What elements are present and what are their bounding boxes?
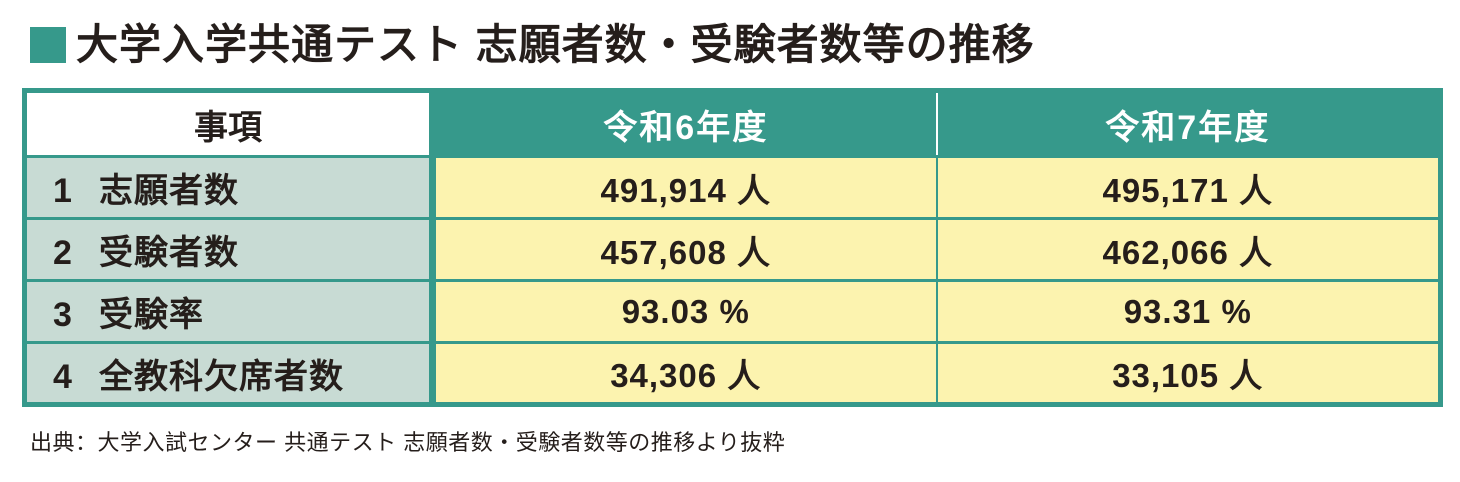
row-number: 3: [53, 296, 73, 334]
value-examinees-r7: 462,066 人: [935, 217, 1442, 282]
row-number: 1: [53, 172, 73, 210]
page-title: 大学入学共通テスト 志願者数・受験者数等の推移: [76, 21, 1035, 68]
value-examinees-r6: 457,608 人: [431, 217, 938, 282]
row-label-text: 受験者数: [99, 234, 239, 272]
table-row-exam-rate: 3 受験率 93.03 % 93.31 %: [23, 279, 1442, 344]
statistics-table: 事項 令和6年度 令和7年度 1 志願者数 491,914 人 495,171 人…: [22, 88, 1443, 407]
value-applicants-r6: 491,914 人: [431, 155, 938, 220]
source-citation: 出典：大学入試センター 共通テスト 志願者数・受験者数等の推移より抜粋: [30, 430, 786, 455]
row-label-applicants: 1 志願者数: [23, 155, 436, 220]
row-label-text: 受験率: [99, 296, 204, 334]
table-header-row: 事項 令和6年度 令和7年度: [23, 89, 1442, 158]
row-label-text: 志願者数: [99, 172, 239, 210]
table-row-applicants: 1 志願者数 491,914 人 495,171 人: [23, 155, 1442, 220]
row-label-all-subject-absentees: 4 全教科欠席者数: [23, 341, 436, 406]
table-row-all-subject-absentees: 4 全教科欠席者数 34,306 人 33,105 人: [23, 341, 1442, 406]
row-number: 4: [53, 357, 73, 396]
table-row-examinees: 2 受験者数 457,608 人 462,066 人: [23, 217, 1442, 282]
page-title-row: 大学入学共通テスト 志願者数・受験者数等の推移: [0, 0, 1460, 68]
value-exam-rate-r6: 93.03 %: [431, 279, 938, 344]
column-header-reiwa7: 令和7年度: [935, 89, 1442, 158]
column-header-item: 事項: [23, 89, 436, 158]
row-number: 2: [53, 234, 73, 272]
value-applicants-r7: 495,171 人: [935, 155, 1442, 220]
value-exam-rate-r7: 93.31 %: [935, 279, 1442, 344]
row-label-text: 全教科欠席者数: [99, 357, 344, 396]
value-absentees-r7: 33,105 人: [935, 341, 1442, 406]
row-label-examinees: 2 受験者数: [23, 217, 436, 282]
value-absentees-r6: 34,306 人: [431, 341, 938, 406]
title-square-icon: [30, 27, 66, 63]
column-header-reiwa6: 令和6年度: [431, 89, 938, 158]
row-label-exam-rate: 3 受験率: [23, 279, 436, 344]
